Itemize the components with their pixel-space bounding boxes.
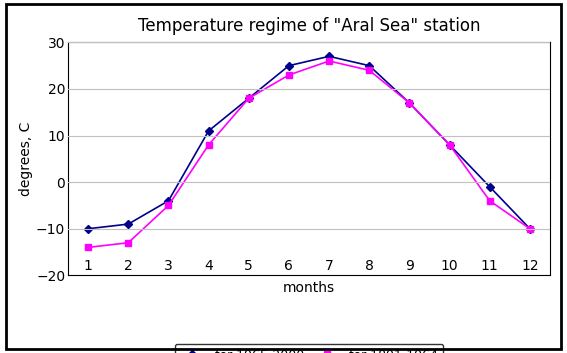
Y-axis label: degrees, C: degrees, C: [19, 122, 33, 196]
for 1965-2000: [205, 129, 212, 133]
for 1965-2000: [486, 185, 493, 189]
for 1965-2000: [406, 101, 413, 105]
for 1891-1964: [406, 101, 413, 105]
for 1891-1964: [486, 199, 493, 203]
for 1965-2000: [527, 227, 534, 231]
Title: Temperature regime of "Aral Sea" station: Temperature regime of "Aral Sea" station: [138, 17, 480, 35]
for 1965-2000: [165, 199, 172, 203]
for 1965-2000: [84, 227, 91, 231]
Line: for 1891-1964: for 1891-1964: [86, 58, 532, 250]
for 1891-1964: [325, 59, 332, 63]
for 1891-1964: [84, 245, 91, 250]
for 1965-2000: [325, 54, 332, 59]
for 1891-1964: [165, 203, 172, 208]
for 1891-1964: [246, 96, 252, 100]
for 1965-2000: [125, 222, 132, 226]
for 1891-1964: [286, 73, 293, 77]
Line: for 1965-2000: for 1965-2000: [86, 54, 532, 232]
X-axis label: months: months: [283, 281, 335, 295]
for 1965-2000: [246, 96, 252, 100]
for 1965-2000: [366, 64, 373, 68]
for 1891-1964: [446, 143, 453, 147]
for 1891-1964: [125, 241, 132, 245]
for 1891-1964: [527, 227, 534, 231]
for 1891-1964: [205, 143, 212, 147]
for 1965-2000: [446, 143, 453, 147]
for 1965-2000: [286, 64, 293, 68]
Legend: for 1965-2000, for 1891-1964: for 1965-2000, for 1891-1964: [175, 344, 443, 353]
for 1891-1964: [366, 68, 373, 72]
